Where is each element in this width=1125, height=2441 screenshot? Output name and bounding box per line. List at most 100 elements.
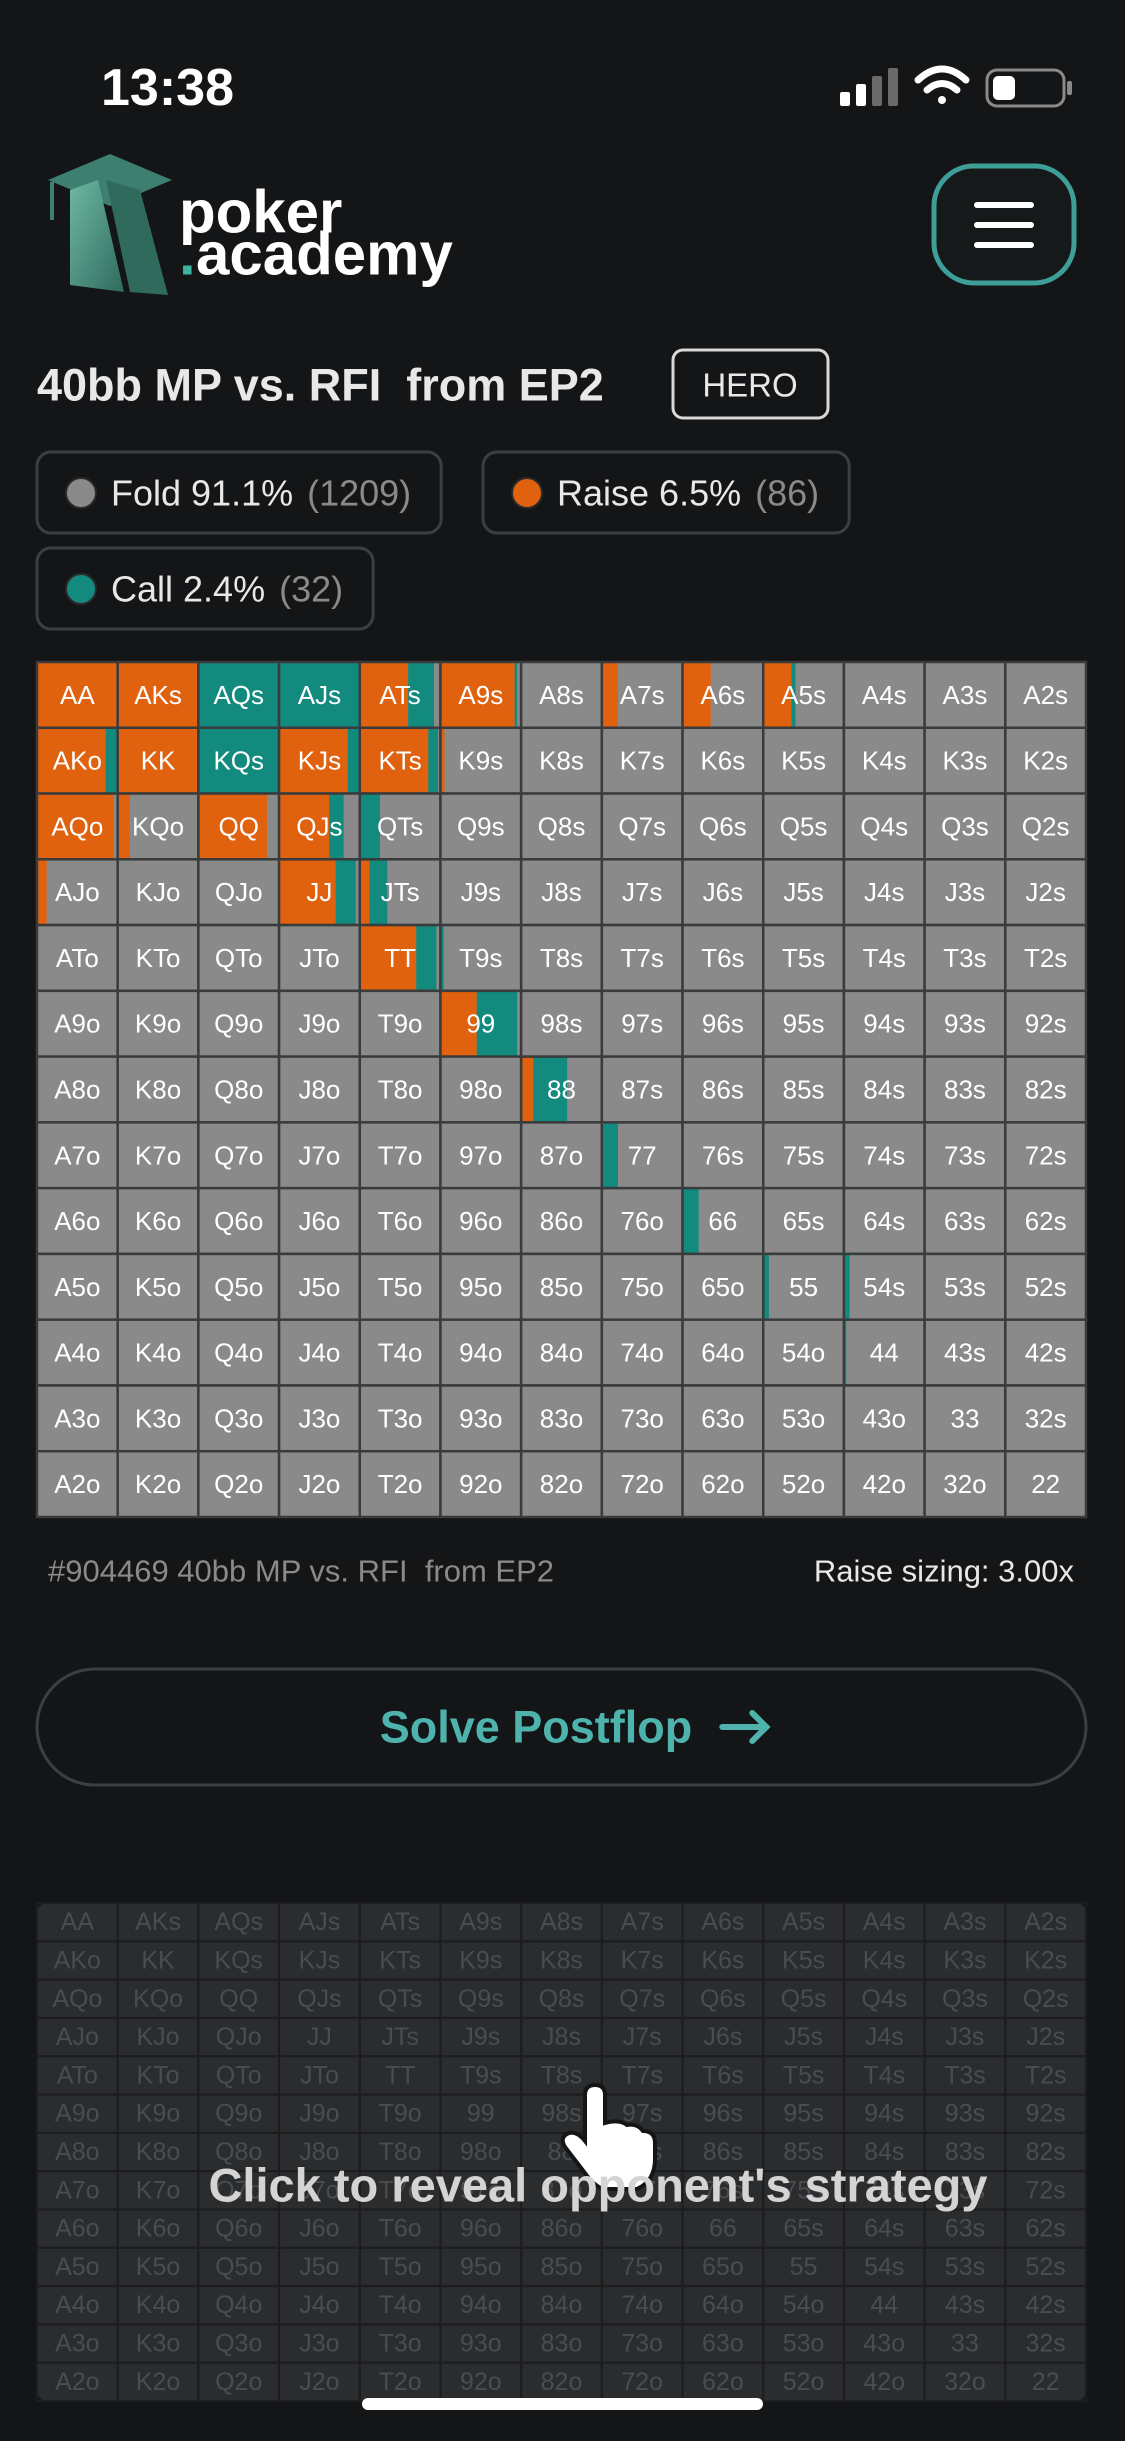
hand-label: QJo [215, 877, 263, 907]
legend-swatch [65, 573, 97, 605]
hand-cell: 42o [842, 1449, 926, 1519]
hand-cell: K5s [761, 726, 846, 795]
cell-background [1005, 859, 1086, 926]
hand-label: AJo [56, 2023, 99, 2051]
raise-segment [198, 793, 267, 860]
hand-label: J7s [623, 2023, 662, 2051]
hand-label: K6o [135, 1206, 181, 1236]
hand-cell: Q6o [197, 1186, 281, 1256]
hand-label: A9o [55, 2100, 99, 2128]
hand-label: AA [60, 680, 95, 710]
hand-label: K2o [136, 2368, 180, 2396]
hand-label: J6s [703, 2023, 742, 2051]
cell-background [1005, 662, 1086, 728]
call-segment [533, 1056, 568, 1123]
hand-label: AKs [135, 1908, 181, 1936]
hand-label: J2s [1025, 877, 1065, 907]
hand-label: 32o [944, 2368, 986, 2396]
hand-label: 72s [1025, 1140, 1067, 1170]
hand-label: T6s [701, 943, 744, 973]
hand-cell: 99 [439, 989, 523, 1058]
hand-label: J6o [298, 1206, 340, 1236]
hand-label: J9s [461, 2023, 500, 2051]
cell-background [440, 1319, 522, 1386]
cell-background [924, 662, 1006, 728]
hand-label: AJo [55, 877, 100, 907]
hand-label: A7o [55, 2176, 99, 2204]
hand-cell: K2o [116, 1449, 200, 1519]
hand-cell: KJo [116, 858, 200, 927]
hand-label: 86o [541, 2215, 583, 2243]
hand-label: T7s [621, 943, 664, 973]
hand-cell: J6o [277, 1186, 362, 1256]
spot-title: 40bb MP vs. RFI from EP2 [37, 360, 604, 411]
call-segment [198, 662, 280, 728]
hand-label: 74o [621, 2291, 663, 2319]
hand-label: 63o [702, 2330, 744, 2358]
hand-label: QJs [296, 811, 342, 841]
legend-item[interactable]: Call 2.4% (32) [35, 546, 375, 631]
cell-background [198, 1319, 280, 1386]
legend-label: Call 2.4% [111, 569, 265, 610]
hand-cell: 95o [439, 1252, 523, 1321]
hand-label: A8s [539, 680, 584, 710]
hand-cell: QJo [197, 858, 281, 927]
cell-background [279, 1451, 360, 1517]
hand-label: 76s [702, 1140, 744, 1170]
cell-background [763, 1451, 844, 1517]
hand-label: QQ [219, 811, 259, 841]
hand-cell: 96s [681, 989, 765, 1058]
solve-button[interactable]: Solve Postflop [35, 1667, 1088, 1787]
hand-label: J7o [299, 2176, 339, 2204]
hand-label: A3s [943, 680, 988, 710]
legend-item[interactable]: Raise 6.5% (86) [481, 450, 851, 535]
hand-cell: 73s [923, 1121, 1007, 1190]
hand-cell: 52o [761, 1449, 846, 1519]
hand-cell: 97s [600, 989, 684, 1058]
hand-cell: 64o [681, 1318, 765, 1387]
hand-label: 93s [945, 2100, 985, 2128]
hand-label: K9s [459, 1946, 502, 1974]
reveal-prompt[interactable]: Click to reveal opponent's strategy [208, 2159, 987, 2212]
hand-cell: 62o [681, 1449, 765, 1519]
call-segment [763, 1253, 769, 1320]
hand-label: 82s [1025, 1075, 1067, 1105]
call-segment [440, 925, 444, 991]
hand-label: A7o [54, 1140, 100, 1170]
raise-segment [521, 1056, 534, 1123]
cell-background [763, 1188, 844, 1254]
legend-item[interactable]: Fold 91.1% (1209) [35, 450, 443, 535]
hand-cell: J8s [519, 858, 604, 927]
hand-label: 65s [783, 2215, 823, 2243]
hand-cell: KTs [358, 726, 442, 795]
cell-background [763, 925, 844, 991]
hand-label: J2o [299, 2368, 339, 2396]
hand-cell: 95s [761, 989, 846, 1058]
opponent-grid[interactable]: AA AKs AQs AJs ATs A9s A8s A7s A6s A5s A4s A3s A2s AK… [36, 1902, 1087, 2403]
hand-label: AQo [51, 811, 103, 841]
hand-cell: 43s [923, 1318, 1007, 1387]
hand-label: Q6o [215, 2215, 262, 2243]
hand-label: Q9s [458, 1985, 504, 2013]
menu-button[interactable] [931, 163, 1077, 286]
call-segment [198, 727, 280, 794]
hand-label: Q7o [215, 2176, 262, 2204]
hand-cell: K6o [116, 1186, 200, 1256]
battery-icon [985, 68, 1072, 108]
cell-background [843, 1253, 925, 1320]
hand-label: TT [384, 943, 416, 973]
hand-cell: A3o [35, 1384, 119, 1453]
hand-label: Q9o [215, 2100, 262, 2128]
hand-label: J7o [298, 1140, 340, 1170]
hand-label: 62s [1025, 1206, 1067, 1236]
hand-label: K2s [1023, 746, 1068, 776]
hand-label: 32s [1025, 2330, 1065, 2358]
cell-background [924, 1188, 1006, 1254]
hand-label: 43o [863, 1403, 906, 1433]
hero-badge[interactable] [671, 348, 830, 420]
cell-background [521, 1122, 602, 1189]
hand-cell: A5o [35, 1252, 119, 1321]
hand-label: AQo [52, 1985, 102, 2013]
hand-cell: J2s [1004, 858, 1088, 927]
hand-cell: 75o [600, 1252, 684, 1321]
